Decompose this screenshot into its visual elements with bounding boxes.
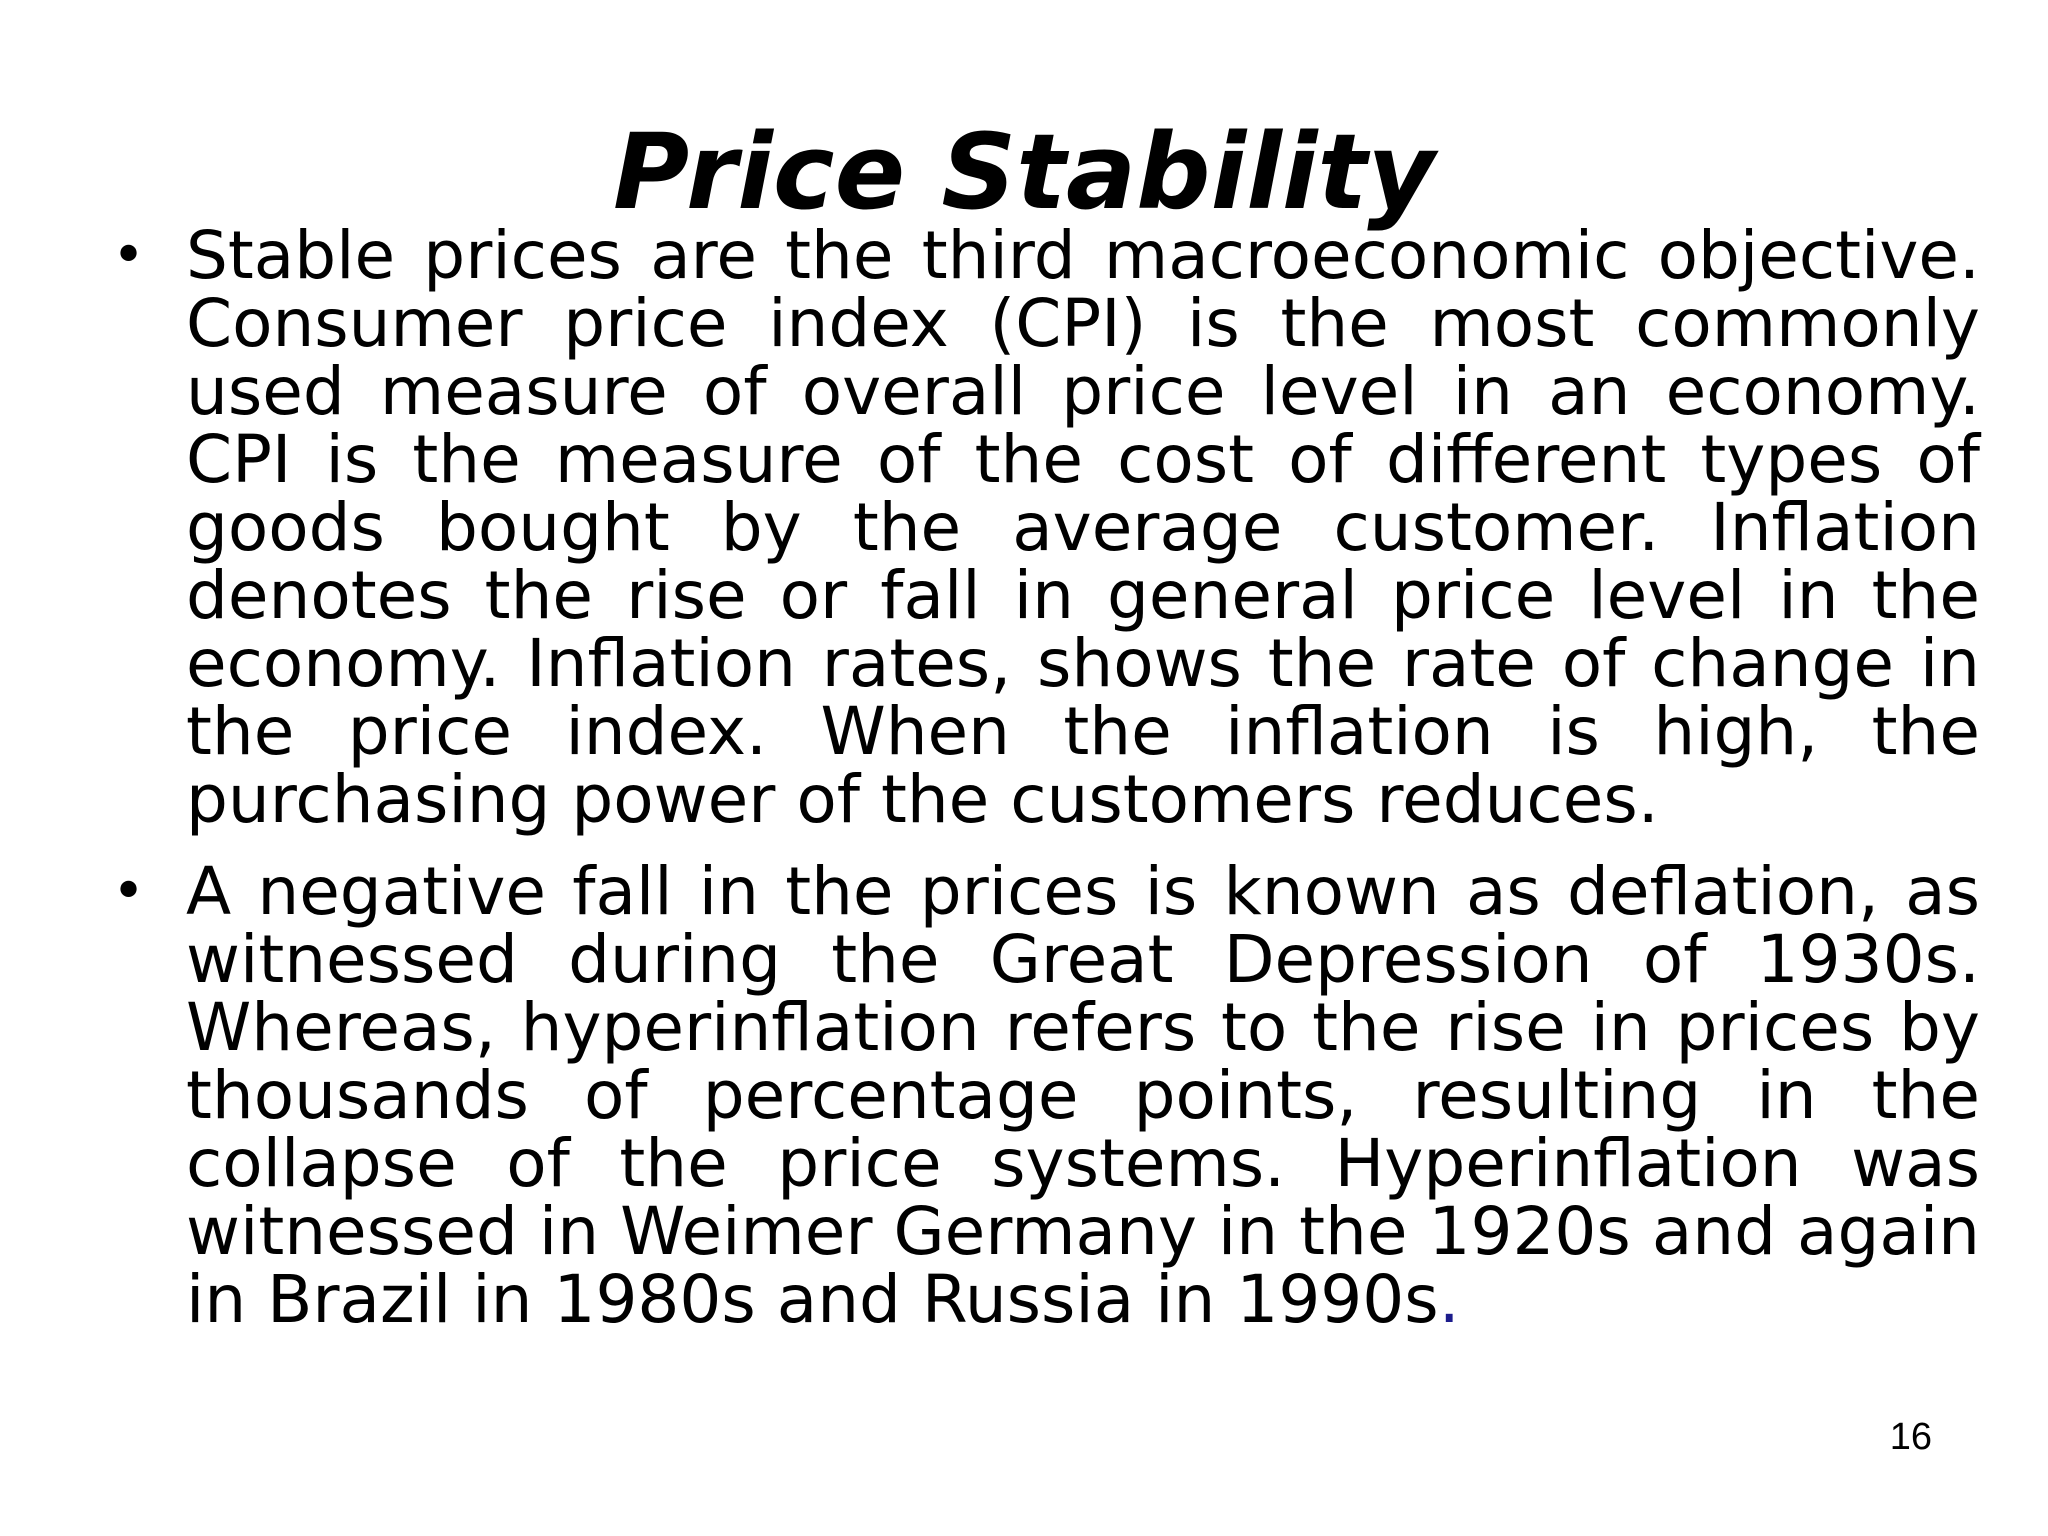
bullet-text: A negative fall in the prices is known a… [186,853,1980,1338]
page-number: 16 [1889,1416,1932,1458]
bullet-item-stable-prices: • Stable prices are the third macroecono… [100,222,1980,834]
bullet-list: • Stable prices are the third macroecono… [100,222,1980,1334]
bullet-icon: • [112,859,146,924]
bullet-text: Stable prices are the third macroeconomi… [186,217,1980,838]
bullet-icon: • [112,223,146,288]
bullet-item-deflation: • A negative fall in the prices is known… [100,858,1980,1334]
slide-title: Price Stability [612,111,1436,233]
accent-period: . [1438,1261,1460,1338]
